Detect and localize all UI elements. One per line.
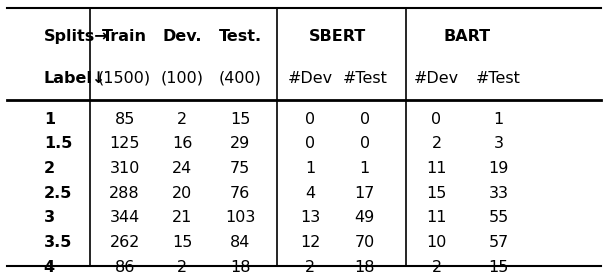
Text: 3: 3 [44, 210, 55, 225]
Text: BART: BART [444, 30, 491, 44]
Text: 0: 0 [432, 112, 441, 127]
Text: 2: 2 [432, 136, 441, 151]
Text: 29: 29 [230, 136, 250, 151]
Text: 2: 2 [178, 112, 187, 127]
Text: 2.5: 2.5 [44, 186, 72, 201]
Text: 1: 1 [44, 112, 55, 127]
Text: 3.5: 3.5 [44, 235, 72, 250]
Text: 70: 70 [354, 235, 375, 250]
Text: 13: 13 [300, 210, 320, 225]
Text: 24: 24 [172, 161, 193, 176]
Text: 55: 55 [488, 210, 509, 225]
Text: 20: 20 [172, 186, 193, 201]
Text: 4: 4 [305, 186, 315, 201]
Text: 0: 0 [360, 136, 370, 151]
Text: SBERT: SBERT [309, 30, 366, 44]
Text: 103: 103 [225, 210, 255, 225]
Text: 4: 4 [44, 260, 55, 274]
Text: 0: 0 [305, 136, 315, 151]
Text: 11: 11 [426, 210, 447, 225]
Text: Train: Train [102, 30, 147, 44]
Text: #Dev: #Dev [288, 71, 333, 85]
Text: 86: 86 [114, 260, 135, 274]
Text: 2: 2 [178, 260, 187, 274]
Text: 12: 12 [300, 235, 320, 250]
Text: Splits→: Splits→ [44, 30, 108, 44]
Text: 1: 1 [305, 161, 315, 176]
Text: 15: 15 [230, 112, 250, 127]
Text: 310: 310 [109, 161, 140, 176]
Text: 1: 1 [360, 161, 370, 176]
Text: 15: 15 [426, 186, 447, 201]
Text: 49: 49 [354, 210, 375, 225]
Text: Dev.: Dev. [163, 30, 202, 44]
Text: 3: 3 [494, 136, 503, 151]
Text: 2: 2 [44, 161, 55, 176]
Text: 15: 15 [172, 235, 193, 250]
Text: 2: 2 [305, 260, 315, 274]
Text: (1500): (1500) [98, 71, 151, 85]
Text: 0: 0 [360, 112, 370, 127]
Text: 1.5: 1.5 [44, 136, 72, 151]
Text: #Test: #Test [342, 71, 387, 85]
Text: 76: 76 [230, 186, 250, 201]
Text: 11: 11 [426, 161, 447, 176]
Text: #Test: #Test [476, 71, 521, 85]
Text: 288: 288 [109, 186, 140, 201]
Text: 17: 17 [354, 186, 375, 201]
Text: 75: 75 [230, 161, 250, 176]
Text: 18: 18 [354, 260, 375, 274]
Text: 57: 57 [488, 235, 509, 250]
Text: 2: 2 [432, 260, 441, 274]
Text: 15: 15 [488, 260, 509, 274]
Text: 84: 84 [230, 235, 250, 250]
Text: #Dev: #Dev [414, 71, 459, 85]
Text: 125: 125 [109, 136, 140, 151]
Text: 0: 0 [305, 112, 315, 127]
Text: 33: 33 [489, 186, 508, 201]
Text: 1: 1 [494, 112, 503, 127]
Text: 85: 85 [114, 112, 135, 127]
Text: 344: 344 [109, 210, 140, 225]
Text: Label↓: Label↓ [44, 71, 106, 85]
Text: 16: 16 [172, 136, 193, 151]
Text: 10: 10 [426, 235, 447, 250]
Text: Test.: Test. [219, 30, 261, 44]
Text: 21: 21 [172, 210, 193, 225]
Text: (400): (400) [219, 71, 261, 85]
Text: 262: 262 [109, 235, 140, 250]
Text: 18: 18 [230, 260, 250, 274]
Text: (100): (100) [161, 71, 204, 85]
Text: 19: 19 [488, 161, 509, 176]
